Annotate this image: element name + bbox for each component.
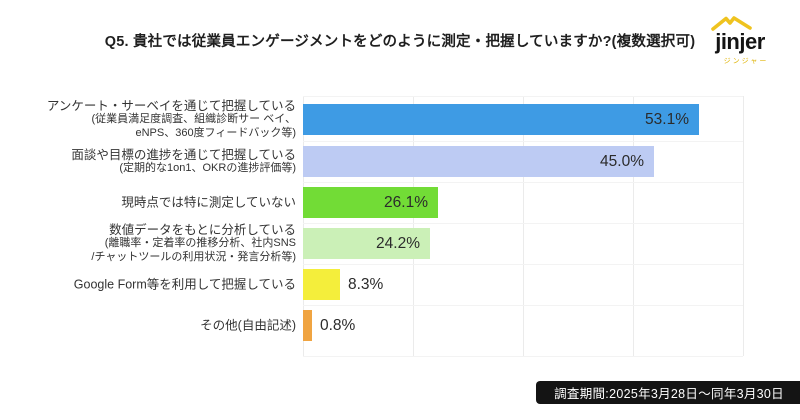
category-label: アンケート・サーベイを通じて把握している (従業員満足度調査、組織診断サー ベイ、…	[6, 99, 296, 141]
category-label-line: 数値データをもとに分析している	[109, 222, 296, 237]
bar	[303, 269, 340, 300]
category-label-line: eNPS、360度フィードバック等)	[135, 126, 296, 139]
bar: 26.1%	[303, 187, 438, 218]
category-label-line: /チャットツールの利用状況・発言分析等)	[91, 250, 296, 263]
gridline-horizontal	[303, 264, 743, 265]
chart-row: 面談や目標の進捗を通じて把握している (定期的な1on1、OKRの進捗評価等) 45…	[0, 146, 800, 177]
category-label-line: (定期的な1on1、OKRの進捗評価等)	[119, 162, 296, 175]
gridline-vertical	[633, 96, 634, 356]
category-label-line: 現時点では特に測定していない	[121, 195, 296, 210]
jinjer-logo: jinjer ジンジャー	[700, 16, 780, 66]
chart-row: 現時点では特に測定していない 26.1%	[0, 187, 800, 218]
chart-title: Q5. 貴社では従業員エンゲージメントをどのように測定・把握していますか?(複数…	[104, 34, 696, 50]
value-label: 53.1%	[645, 110, 689, 128]
gridline-horizontal	[303, 96, 743, 97]
gridline-vertical	[303, 96, 304, 356]
category-label: 現時点では特に測定していない	[6, 195, 296, 210]
gridline-horizontal	[303, 305, 743, 306]
category-label: 数値データをもとに分析している (離職率・定着率の推移分析、社内SNS/チャットツ…	[6, 223, 296, 265]
chart-row: アンケート・サーベイを通じて把握している (従業員満足度調査、組織診断サー ベイ、…	[0, 99, 800, 139]
bar	[303, 310, 312, 341]
logo-wordmark: jinjer	[715, 29, 765, 54]
gridline-vertical	[743, 96, 744, 356]
logo-roof-icon	[711, 16, 752, 31]
logo-katakana: ジンジャー	[723, 58, 769, 65]
value-label: 8.3%	[348, 275, 384, 293]
chart-row: 数値データをもとに分析している (離職率・定着率の推移分析、社内SNS/チャットツ…	[0, 223, 800, 263]
gridline-horizontal	[303, 223, 743, 224]
gridline-horizontal	[303, 182, 743, 183]
gridline-vertical	[413, 96, 414, 356]
gridline-horizontal	[303, 141, 743, 142]
category-label-line: アンケート・サーベイを通じて把握している	[46, 98, 296, 113]
chart-row: Google Form等を利用して把握している 8.3%	[0, 269, 800, 300]
bar: 53.1%	[303, 104, 699, 135]
category-label-line: その他(自由記述)	[200, 318, 296, 333]
category-label: 面談や目標の進捗を通じて把握している (定期的な1on1、OKRの進捗評価等)	[6, 147, 296, 175]
category-label-line: 面談や目標の進捗を通じて把握している	[71, 147, 296, 162]
value-label: 26.1%	[384, 193, 428, 211]
survey-period-text: 調査期間:2025年3月28日〜同年3月30日	[554, 387, 784, 401]
bar: 45.0%	[303, 146, 654, 177]
chart-row: その他(自由記述) 0.8%	[0, 310, 800, 341]
bar: 24.2%	[303, 228, 430, 259]
category-label-line: Google Form等を利用して把握している	[73, 277, 296, 292]
category-label: その他(自由記述)	[6, 318, 296, 333]
category-label-line: (離職率・定着率の推移分析、社内SNS	[104, 237, 296, 250]
value-label: 24.2%	[376, 234, 420, 252]
value-label: 45.0%	[600, 152, 644, 170]
category-label: Google Form等を利用して把握している	[6, 277, 296, 292]
value-label: 0.8%	[320, 316, 356, 334]
gridline-vertical	[523, 96, 524, 356]
survey-period-badge: 調査期間:2025年3月28日〜同年3月30日	[536, 381, 800, 404]
category-label-line: (従業員満足度調査、組織診断サー ベイ、	[91, 113, 297, 126]
gridline-horizontal	[303, 356, 743, 357]
